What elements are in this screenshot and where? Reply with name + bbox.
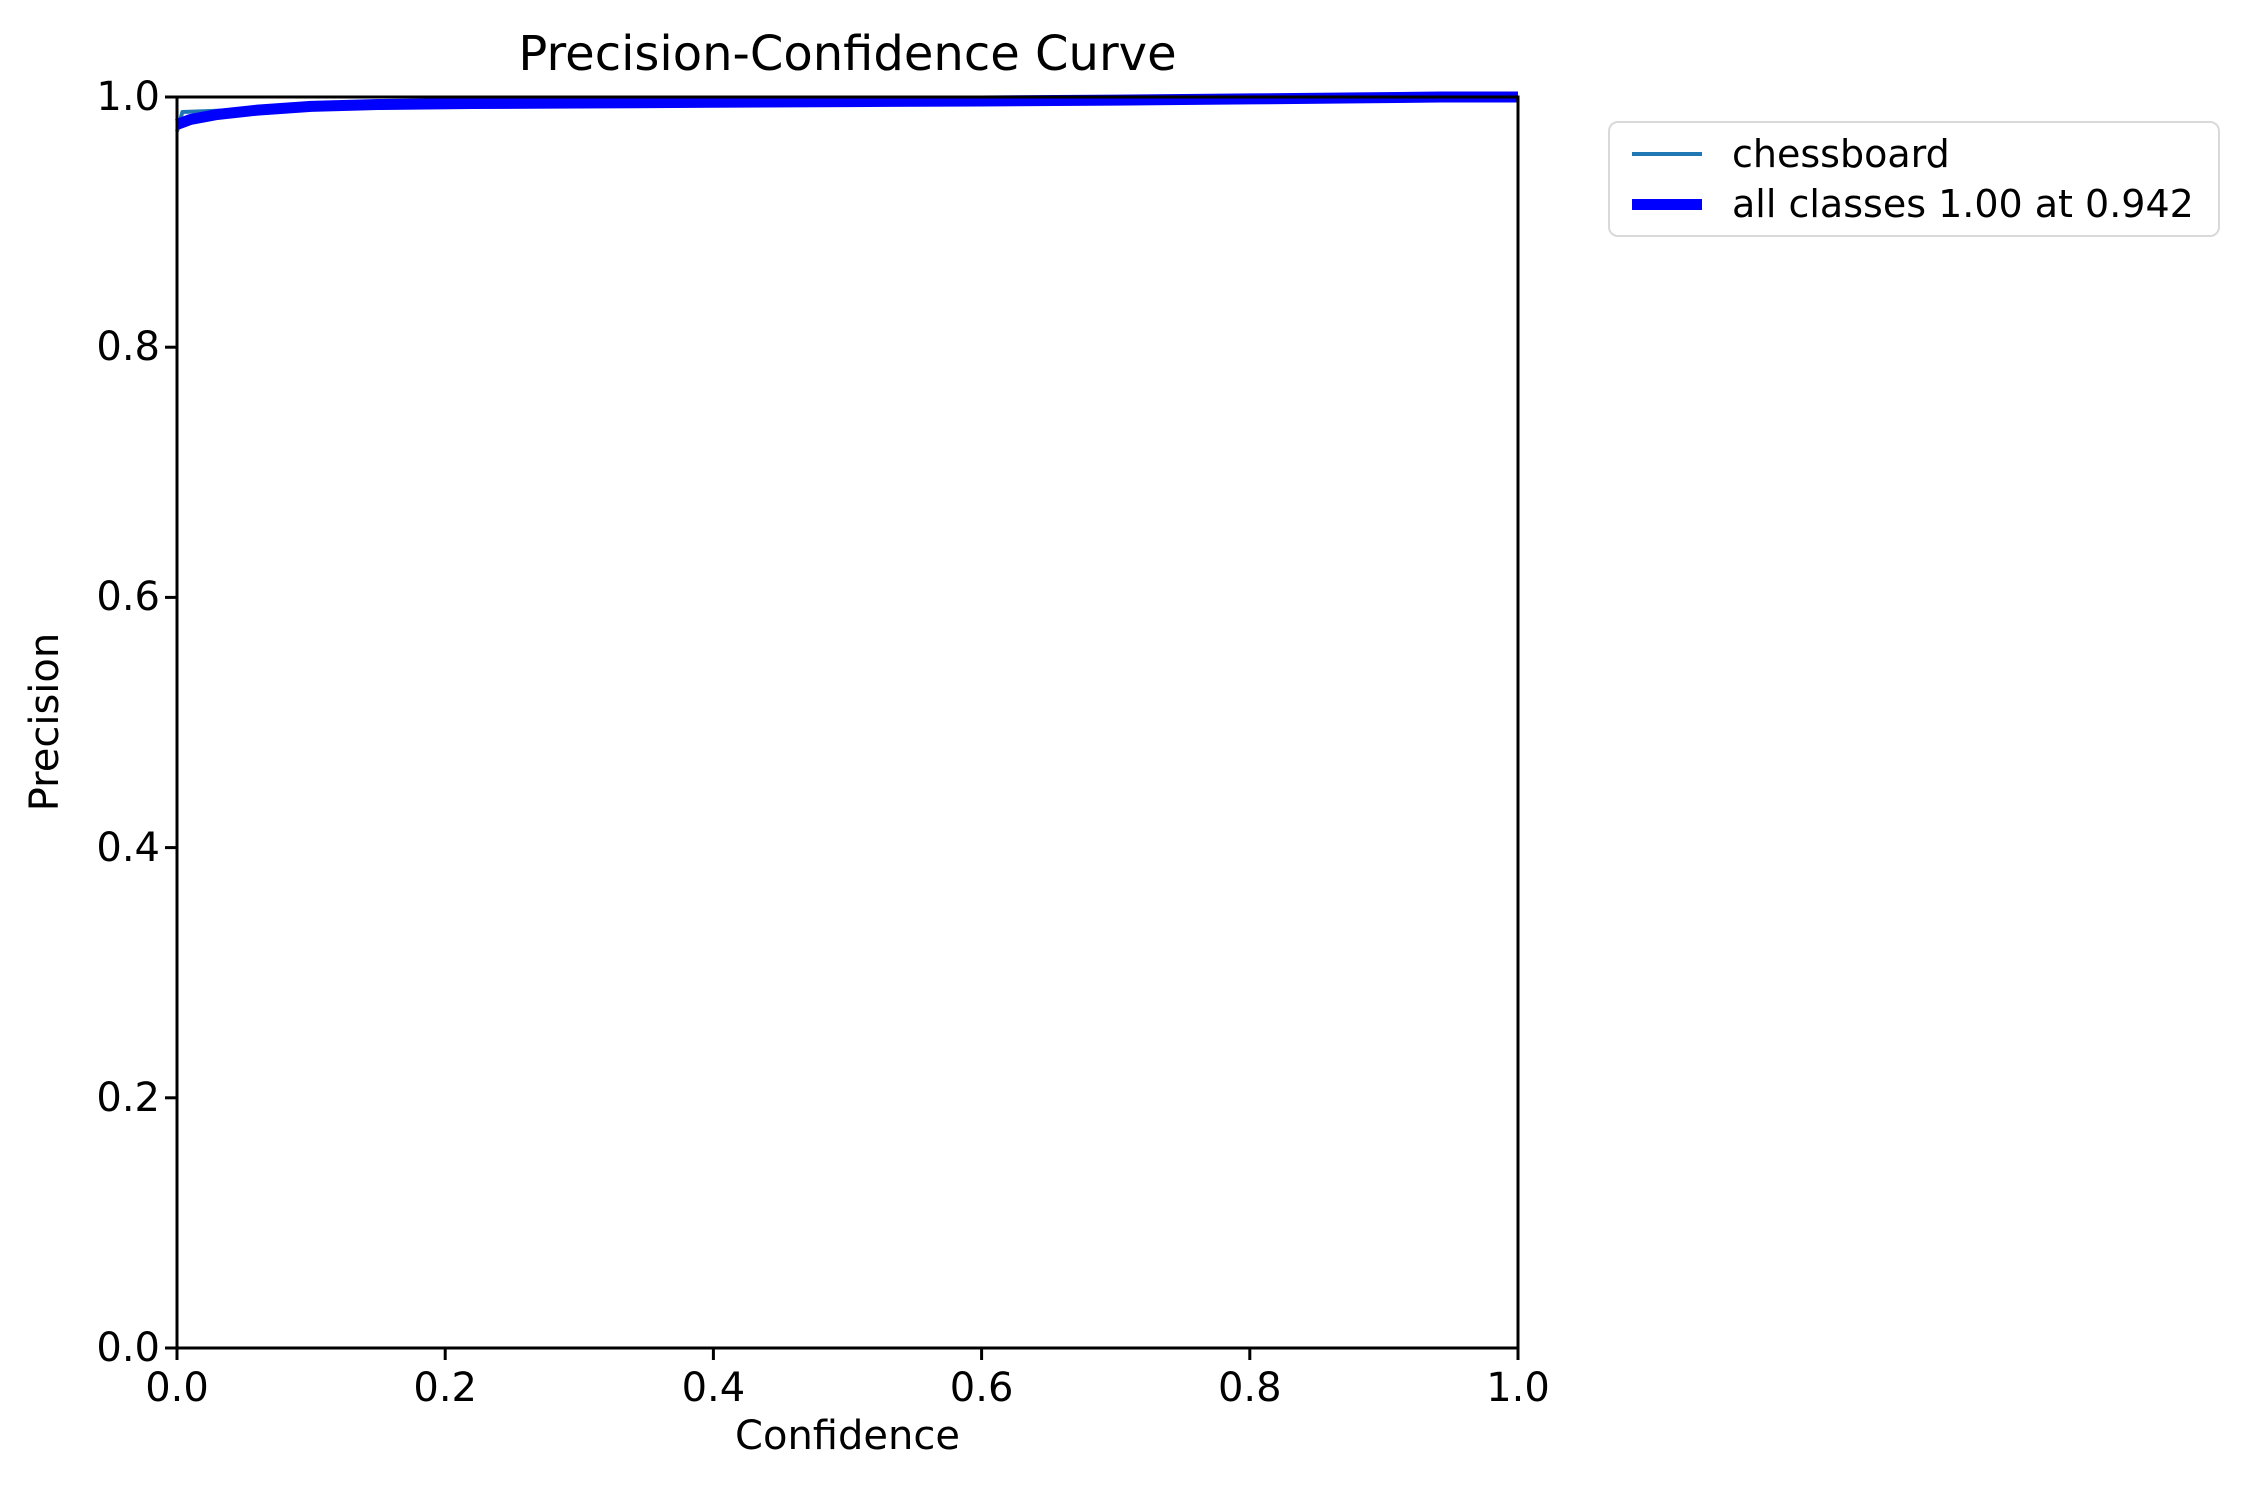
y-tick-label-1.0: 1.0 (96, 74, 160, 120)
x-tick-label-1.0: 1.0 (1486, 1365, 1550, 1411)
legend-box: chessboard all classes 1.00 at 0.942 (1608, 121, 2220, 237)
legend-label-chessboard: chessboard (1732, 132, 1950, 176)
x-tick-label-0.8: 0.8 (1217, 1365, 1282, 1411)
x-axis-label: Confidence (735, 1413, 960, 1459)
series-line-all-classes (175, 91, 1518, 130)
y-tick-label-0.4: 0.4 (96, 824, 160, 871)
chart-title: Precision-Confidence Curve (518, 26, 1177, 82)
axes-spines (175, 95, 1520, 1350)
x-tick-label-0.2: 0.2 (413, 1365, 477, 1411)
y-tick-label-0.0: 0.0 (96, 1325, 160, 1371)
all-classes-line-swatch (1632, 198, 1702, 210)
y-tick-label-0.6: 0.6 (96, 574, 160, 621)
y-tick-label-0.8: 0.8 (96, 324, 160, 371)
legend-label-all-classes: all classes 1.00 at 0.942 (1732, 182, 2194, 226)
chessboard-line-swatch (1632, 152, 1702, 156)
legend-item-all-classes: all classes 1.00 at 0.942 (1610, 181, 2218, 227)
legend-item-chessboard: chessboard (1610, 131, 2218, 177)
x-tick-label-0.4: 0.4 (681, 1365, 746, 1411)
x-tick-label-0.0: 0.0 (145, 1365, 209, 1411)
x-tick-label-0.6: 0.6 (949, 1365, 1014, 1411)
y-tick-label-0.2: 0.2 (96, 1074, 160, 1121)
